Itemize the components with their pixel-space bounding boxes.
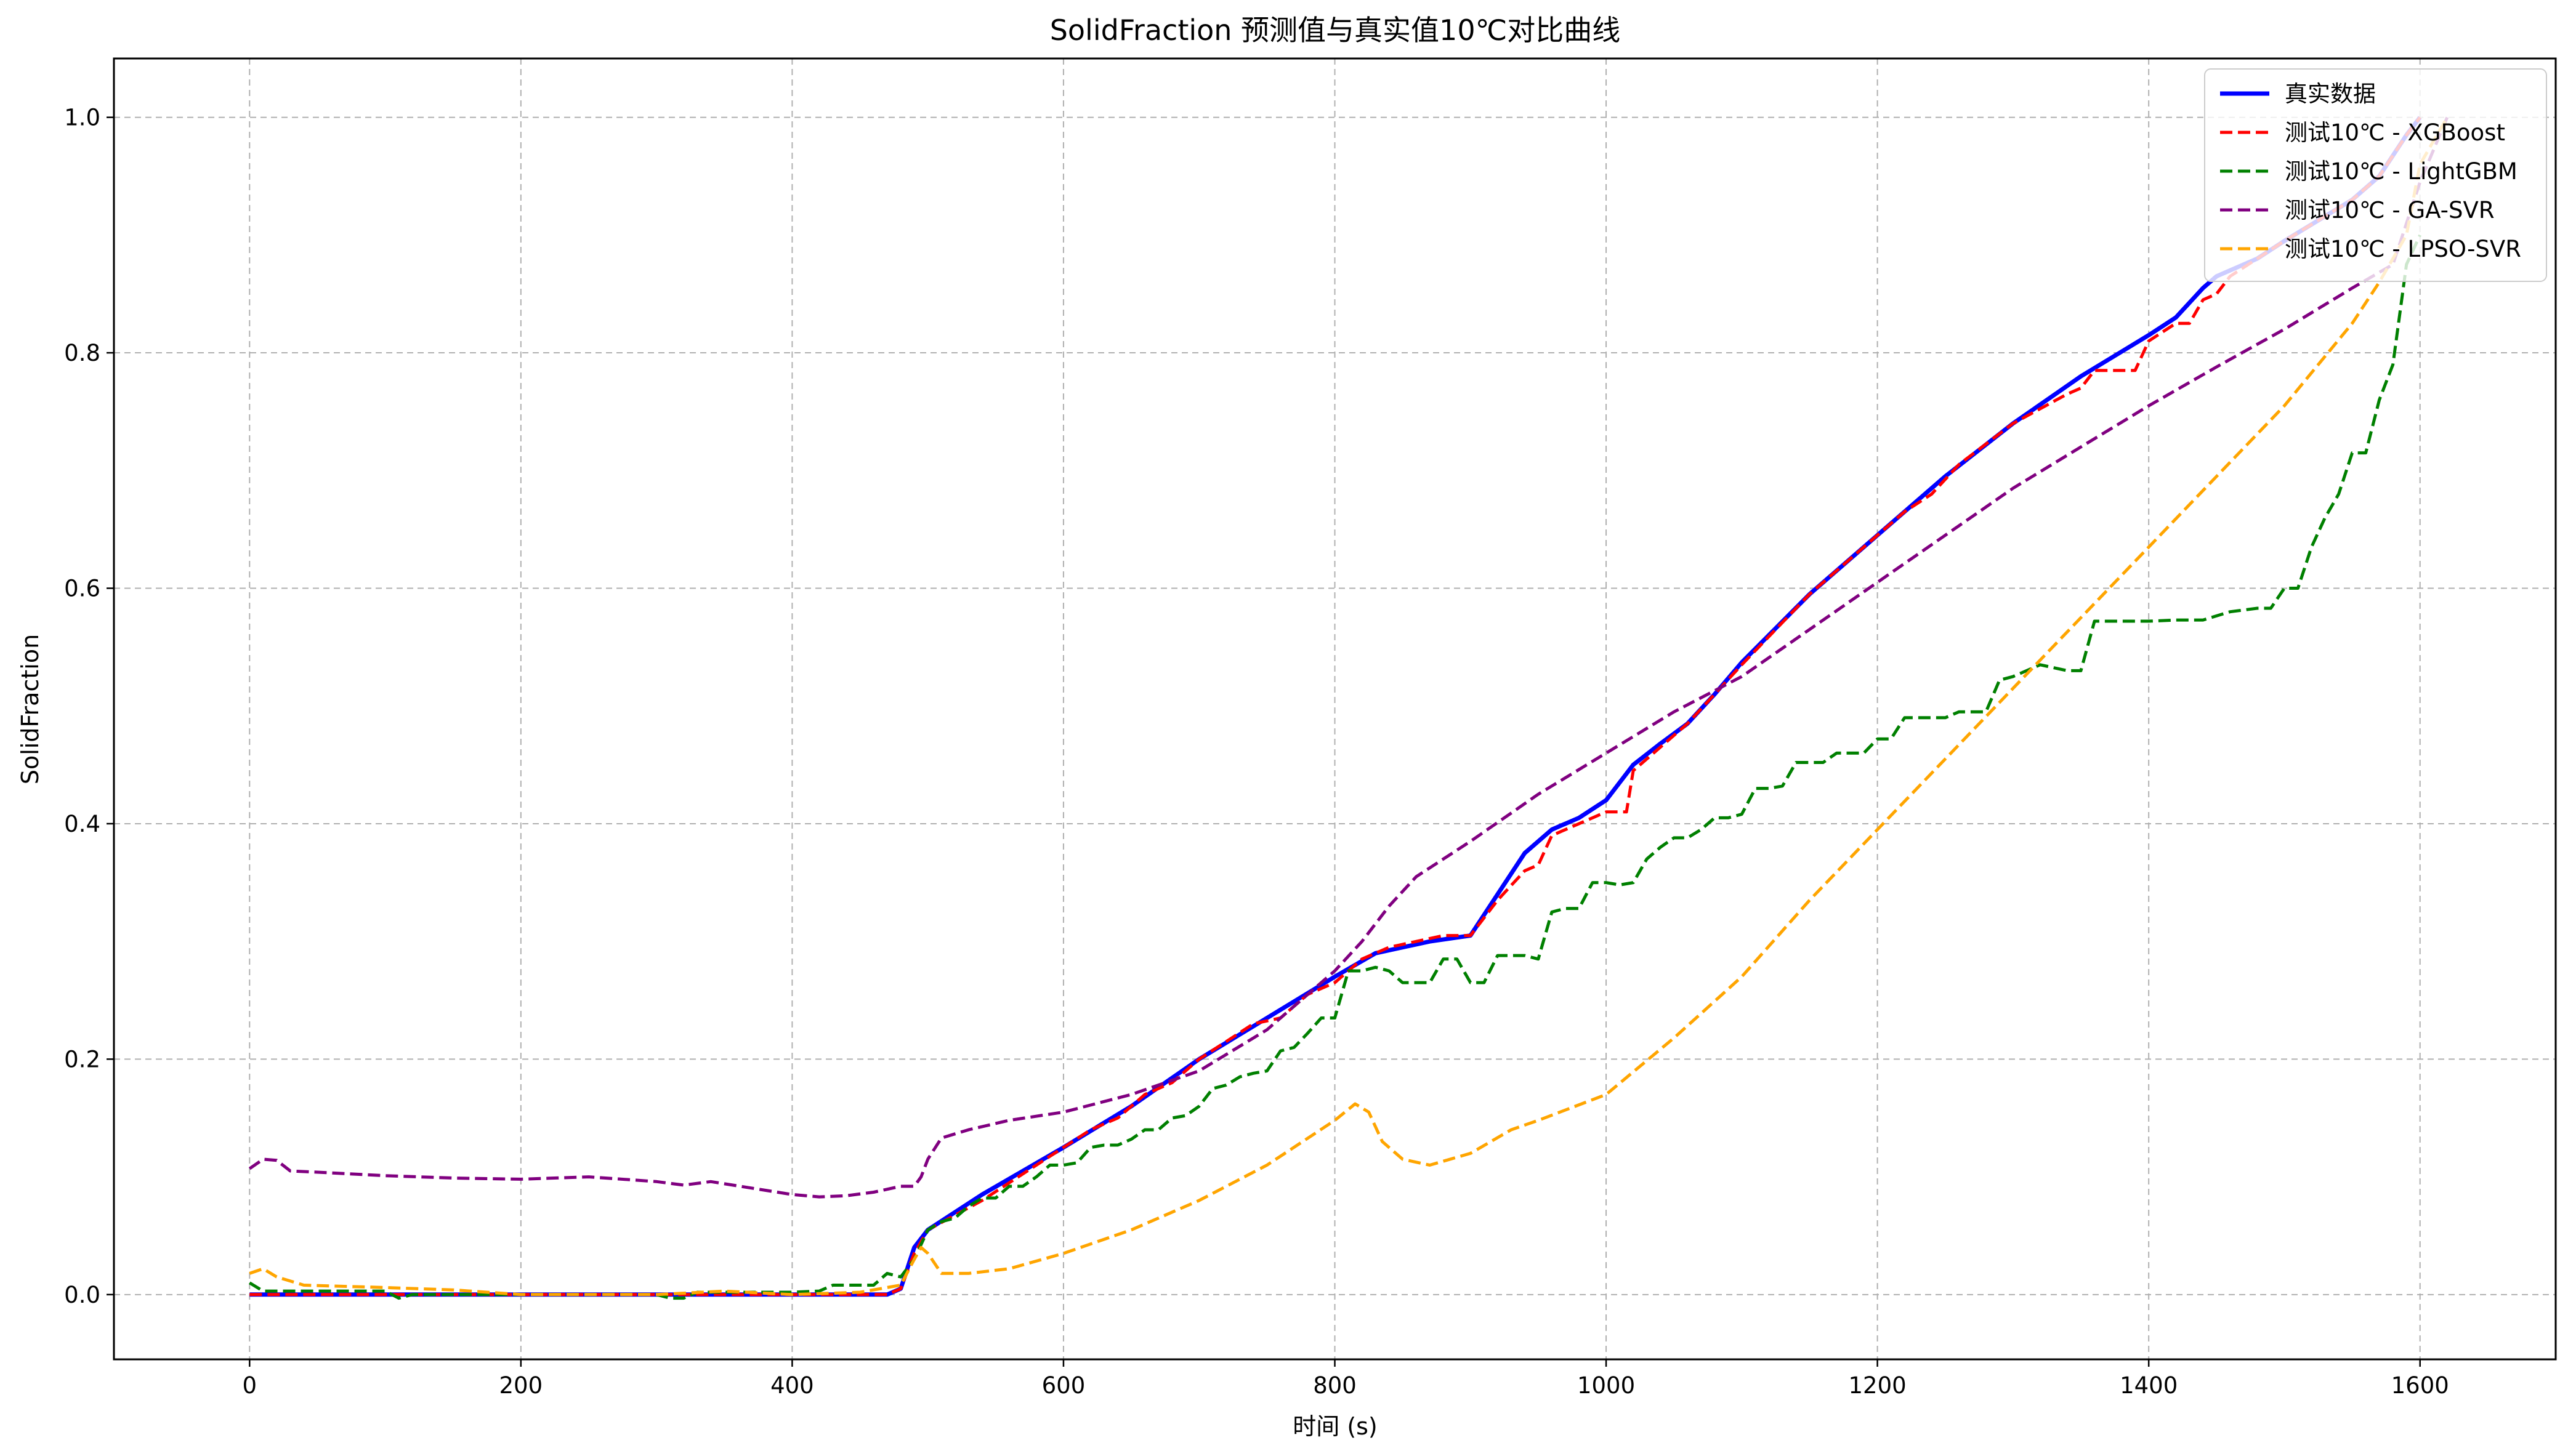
legend-label-3: 测试10℃ - GA-SVR bbox=[2285, 197, 2495, 223]
y-tick-label: 0.4 bbox=[64, 811, 100, 837]
x-tick-label: 0 bbox=[243, 1372, 257, 1399]
axis-ticks: 0 200 400 600 800 1000 1200 1400 1600 0.0 0.2 0.4 0.… bbox=[64, 105, 2449, 1399]
x-tick-label: 200 bbox=[499, 1372, 543, 1399]
x-tick-label: 1600 bbox=[2391, 1372, 2449, 1399]
y-tick-label: 0.6 bbox=[64, 575, 100, 601]
legend-label-0: 真实数据 bbox=[2285, 81, 2376, 107]
x-axis-label: 时间 (s) bbox=[1293, 1413, 1378, 1440]
grid bbox=[114, 58, 2556, 1359]
y-axis-label: SolidFraction bbox=[17, 634, 44, 784]
x-tick-label: 1400 bbox=[2120, 1372, 2178, 1399]
y-tick-label: 0.8 bbox=[64, 340, 100, 366]
y-tick-label: 0.2 bbox=[64, 1046, 100, 1072]
x-tick-label: 600 bbox=[1042, 1372, 1086, 1399]
series-line-1 bbox=[249, 116, 2421, 1297]
legend-label-2: 测试10℃ - LightGBM bbox=[2285, 158, 2518, 185]
series-line-4 bbox=[249, 116, 2449, 1297]
series-line-2 bbox=[248, 234, 2421, 1300]
y-tick-label: 0.0 bbox=[64, 1282, 100, 1308]
x-tick-label: 400 bbox=[770, 1372, 814, 1399]
legend-box bbox=[2204, 68, 2547, 282]
x-tick-label: 1200 bbox=[1849, 1372, 1907, 1399]
y-tick-label: 1.0 bbox=[64, 105, 100, 131]
x-tick-label: 800 bbox=[1313, 1372, 1357, 1399]
x-tick-label: 1000 bbox=[1577, 1372, 1635, 1399]
legend-label-1: 测试10℃ - XGBoost bbox=[2285, 119, 2505, 146]
legend-label-4: 测试10℃ - LPSO-SVR bbox=[2285, 236, 2521, 262]
chart-title: SolidFraction 预测值与真实值10℃对比曲线 bbox=[1050, 14, 1621, 47]
